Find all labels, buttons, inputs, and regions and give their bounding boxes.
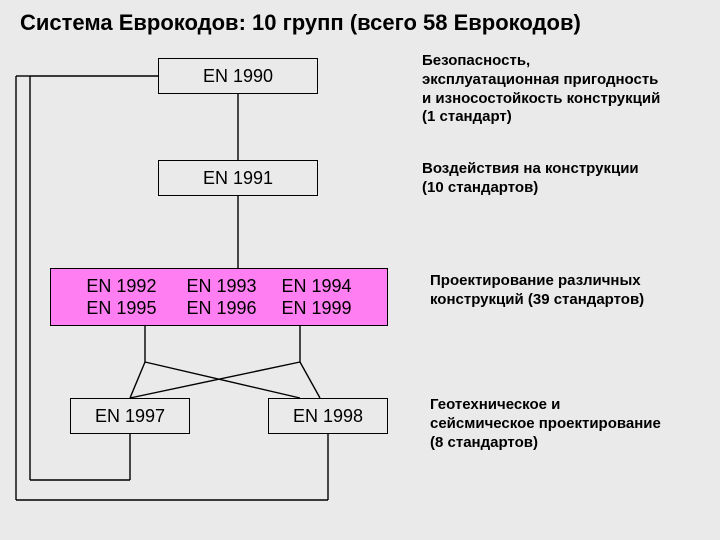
desc-actions: Воздействия на конструкции (10 стандарто… [422, 160, 639, 198]
node-row3: EN 1992 EN 1993 EN 1994 EN 1995 EN 1996 … [50, 268, 388, 326]
node-en1990: EN 1990 [158, 58, 318, 94]
desc-safety: Безопасность, эксплуатационная пригоднос… [422, 52, 660, 127]
desc-geo-seismic: Геотехническое и сейсмическое проектиров… [430, 396, 661, 452]
node-en1998: EN 1998 [268, 398, 388, 434]
page-title: Система Еврокодов: 10 групп (всего 58 Ев… [20, 10, 581, 36]
desc-design: Проектирование различных конструкций (39… [430, 272, 644, 310]
node-en1997: EN 1997 [70, 398, 190, 434]
node-en1991: EN 1991 [158, 160, 318, 196]
